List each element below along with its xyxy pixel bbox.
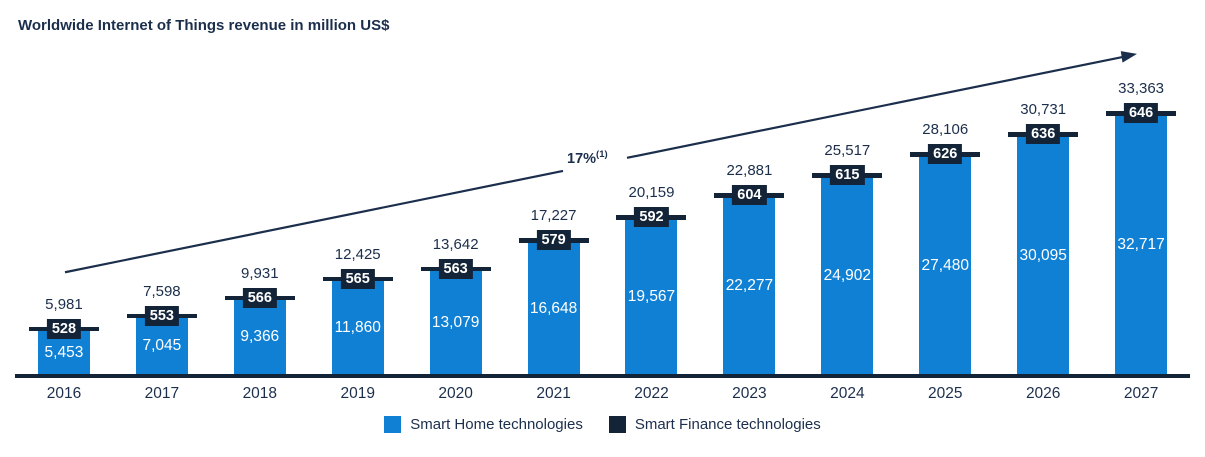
bar-group: 12,425 565 11,860 [309, 48, 407, 374]
finance-value-badge: 636 [1026, 124, 1061, 144]
total-value-label: 17,227 [530, 207, 577, 224]
total-value-label: 12,425 [334, 246, 381, 263]
finance-value-badge: 646 [1123, 103, 1159, 123]
home-value-label: 32,717 [1117, 236, 1165, 253]
bar-stack: 12,425 565 11,860 [322, 246, 393, 374]
x-axis-label-2026: 2026 [1025, 385, 1061, 402]
x-axis-label-2016: 2016 [46, 385, 82, 402]
total-value-label: 20,159 [628, 184, 675, 201]
home-value-label: 11,860 [334, 318, 381, 336]
home-bar-segment: 27,480 [919, 157, 972, 374]
total-value-label: 28,106 [922, 121, 969, 138]
home-value-label: 7,045 [142, 337, 182, 354]
growth-rate-footnote-marker: (1) [596, 149, 608, 160]
finance-value-badge: 604 [732, 185, 767, 205]
total-value-label: 13,642 [432, 236, 479, 253]
total-value-label: 5,981 [45, 296, 83, 313]
x-axis-label-2024: 2024 [830, 385, 865, 402]
total-value-label: 9,931 [241, 265, 279, 282]
home-value-label: 16,648 [529, 299, 578, 317]
bar-stack: 20,159 592 19,567 [616, 184, 687, 374]
home-bar-segment: 22,277 [723, 198, 776, 374]
bar-group: 25,517 615 24,902 [798, 48, 896, 374]
finance-value-badge: 565 [340, 269, 375, 289]
growth-rate-value: 17% [567, 150, 597, 167]
growth-rate-annotation: 17%(1) [567, 149, 608, 167]
home-value-label: 22,277 [725, 277, 774, 294]
home-value-label: 13,079 [431, 313, 480, 331]
bar-group: 17,227 579 16,648 [505, 48, 603, 374]
finance-value-badge: 553 [144, 306, 179, 326]
bar-group: 5,981 528 5,453 [15, 48, 113, 374]
finance-value-badge: 528 [46, 319, 82, 339]
bar-stack: 9,931 566 9,366 [224, 265, 295, 374]
finance-value-badge: 615 [830, 165, 865, 185]
home-value-label: 5,453 [44, 343, 84, 361]
bar-stack: 5,981 528 5,453 [28, 296, 99, 374]
bar-stack: 7,598 553 7,045 [126, 283, 197, 374]
home-value-label: 9,366 [240, 328, 280, 345]
total-value-label: 7,598 [143, 283, 181, 300]
x-axis-labels-row: 2016 2017 2018 2019 2020 2021 2022 2023 2024 2025… [15, 378, 1190, 403]
bar-group: 9,931 566 9,366 [211, 48, 309, 374]
finance-value-badge: 592 [634, 207, 669, 227]
legend-item-smart-home: Smart Home technologies [384, 416, 583, 433]
legend-label: Smart Finance technologies [634, 416, 821, 433]
total-value-label: 22,881 [726, 162, 773, 179]
bar-group: 22,881 604 22,277 [700, 48, 798, 374]
home-bar-segment: 16,648 [527, 243, 580, 374]
smart-home-swatch-icon [384, 416, 402, 433]
legend-item-smart-finance: Smart Finance technologies [608, 416, 821, 433]
bar-stack: 30,731 636 30,095 [1008, 101, 1079, 374]
bar-stack: 25,517 615 24,902 [812, 142, 883, 374]
bar-group: 7,598 553 7,045 [113, 48, 211, 374]
finance-value-badge: 626 [928, 144, 963, 164]
x-axis-label-2025: 2025 [928, 385, 963, 402]
home-bar-segment: 19,567 [625, 220, 678, 374]
home-bar-segment: 13,079 [429, 271, 482, 374]
home-bar-segment: 30,095 [1017, 137, 1070, 374]
home-value-label: 27,480 [921, 256, 969, 274]
finance-value-badge: 566 [242, 288, 277, 308]
bar-stack: 17,227 579 16,648 [518, 207, 589, 374]
x-axis-label-2023: 2023 [732, 385, 767, 402]
bar-group: 33,363 646 32,717 [1092, 48, 1190, 374]
smart-finance-swatch-icon [608, 416, 626, 433]
finance-value-badge: 563 [438, 259, 473, 279]
chart-legend: Smart Home technologies Smart Finance te… [0, 416, 1205, 433]
finance-value-badge: 579 [536, 230, 571, 250]
home-value-label: 24,902 [823, 267, 872, 284]
x-axis-label-2018: 2018 [242, 385, 278, 402]
home-bar-segment: 32,717 [1115, 116, 1168, 374]
x-axis-label-2022: 2022 [634, 385, 669, 402]
home-bar-segment: 11,860 [331, 281, 384, 374]
bar-group: 13,642 563 13,079 [407, 48, 505, 374]
x-axis-label-2020: 2020 [438, 385, 473, 402]
chart-plot-area: 17%(1) 5,981 528 5,453 7,598 553 7,045 9… [15, 48, 1190, 378]
x-axis-label-2017: 2017 [144, 385, 180, 402]
home-value-label: 30,095 [1019, 246, 1067, 264]
total-value-label: 30,731 [1020, 101, 1067, 118]
total-value-label: 33,363 [1118, 80, 1165, 97]
home-bar-segment: 7,045 [135, 318, 188, 374]
x-axis-label-2021: 2021 [536, 385, 571, 402]
bar-stack: 28,106 626 27,480 [910, 121, 981, 374]
bar-stack: 13,642 563 13,079 [420, 236, 491, 374]
bar-group: 20,159 592 19,567 [603, 48, 701, 374]
home-bar-segment: 24,902 [821, 178, 874, 374]
x-axis-label-2027: 2027 [1123, 385, 1159, 402]
page-title: Worldwide Internet of Things revenue in … [18, 17, 390, 34]
x-axis-label-2019: 2019 [340, 385, 375, 402]
bar-group: 28,106 626 27,480 [896, 48, 994, 374]
total-value-label: 25,517 [824, 142, 871, 159]
legend-label: Smart Home technologies [410, 416, 583, 433]
bar-group: 30,731 636 30,095 [994, 48, 1092, 374]
home-value-label: 19,567 [627, 288, 676, 305]
bar-stack: 22,881 604 22,277 [714, 162, 785, 374]
bar-stack: 33,363 646 32,717 [1106, 80, 1177, 374]
home-bar-segment: 9,366 [233, 300, 286, 374]
